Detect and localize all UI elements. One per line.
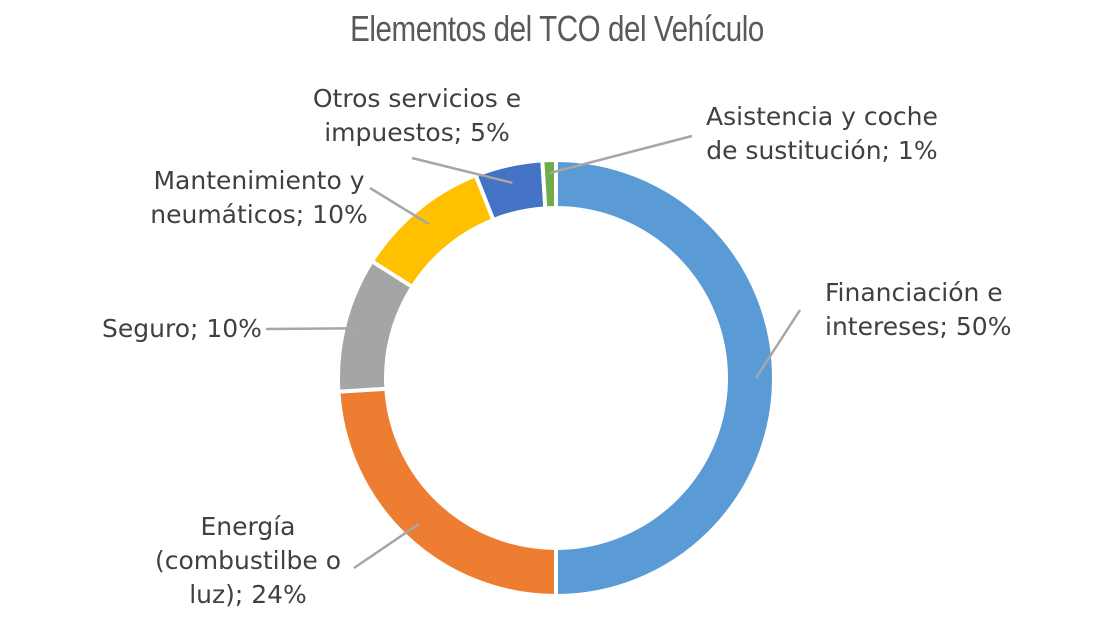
data-label-energia: Energía (combustilbe o luz); 24% (154, 512, 342, 609)
leader-line-energia (353, 522, 420, 570)
leader-line-financiacion (754, 309, 802, 379)
data-label-asistencia: Asistencia y coche de sustitución; 1% (706, 102, 938, 165)
leader-line-asistencia (549, 134, 693, 175)
data-label-seguro: Seguro; 10% (102, 314, 262, 343)
data-label-mantenimiento: Mantenimiento y neumáticos; 10% (150, 166, 368, 229)
leader-line-mantenimiento (369, 186, 430, 225)
leader-line-otros-servicios (411, 156, 513, 185)
donut-slice-mantenimiento (369, 172, 497, 290)
leader-lines (265, 134, 802, 570)
chart-title: Elementos del TCO del Vehículo (350, 8, 764, 49)
data-label-financiacion: Financiación e intereses; 50% (825, 278, 1012, 341)
donut-slice-energia (336, 386, 558, 599)
donut-slice-financiacion (554, 157, 776, 599)
leader-line-seguro (265, 327, 363, 331)
data-label-otros-servicios: Otros servicios e impuestos; 5% (312, 84, 522, 147)
donut-slice-asistencia (540, 157, 558, 211)
